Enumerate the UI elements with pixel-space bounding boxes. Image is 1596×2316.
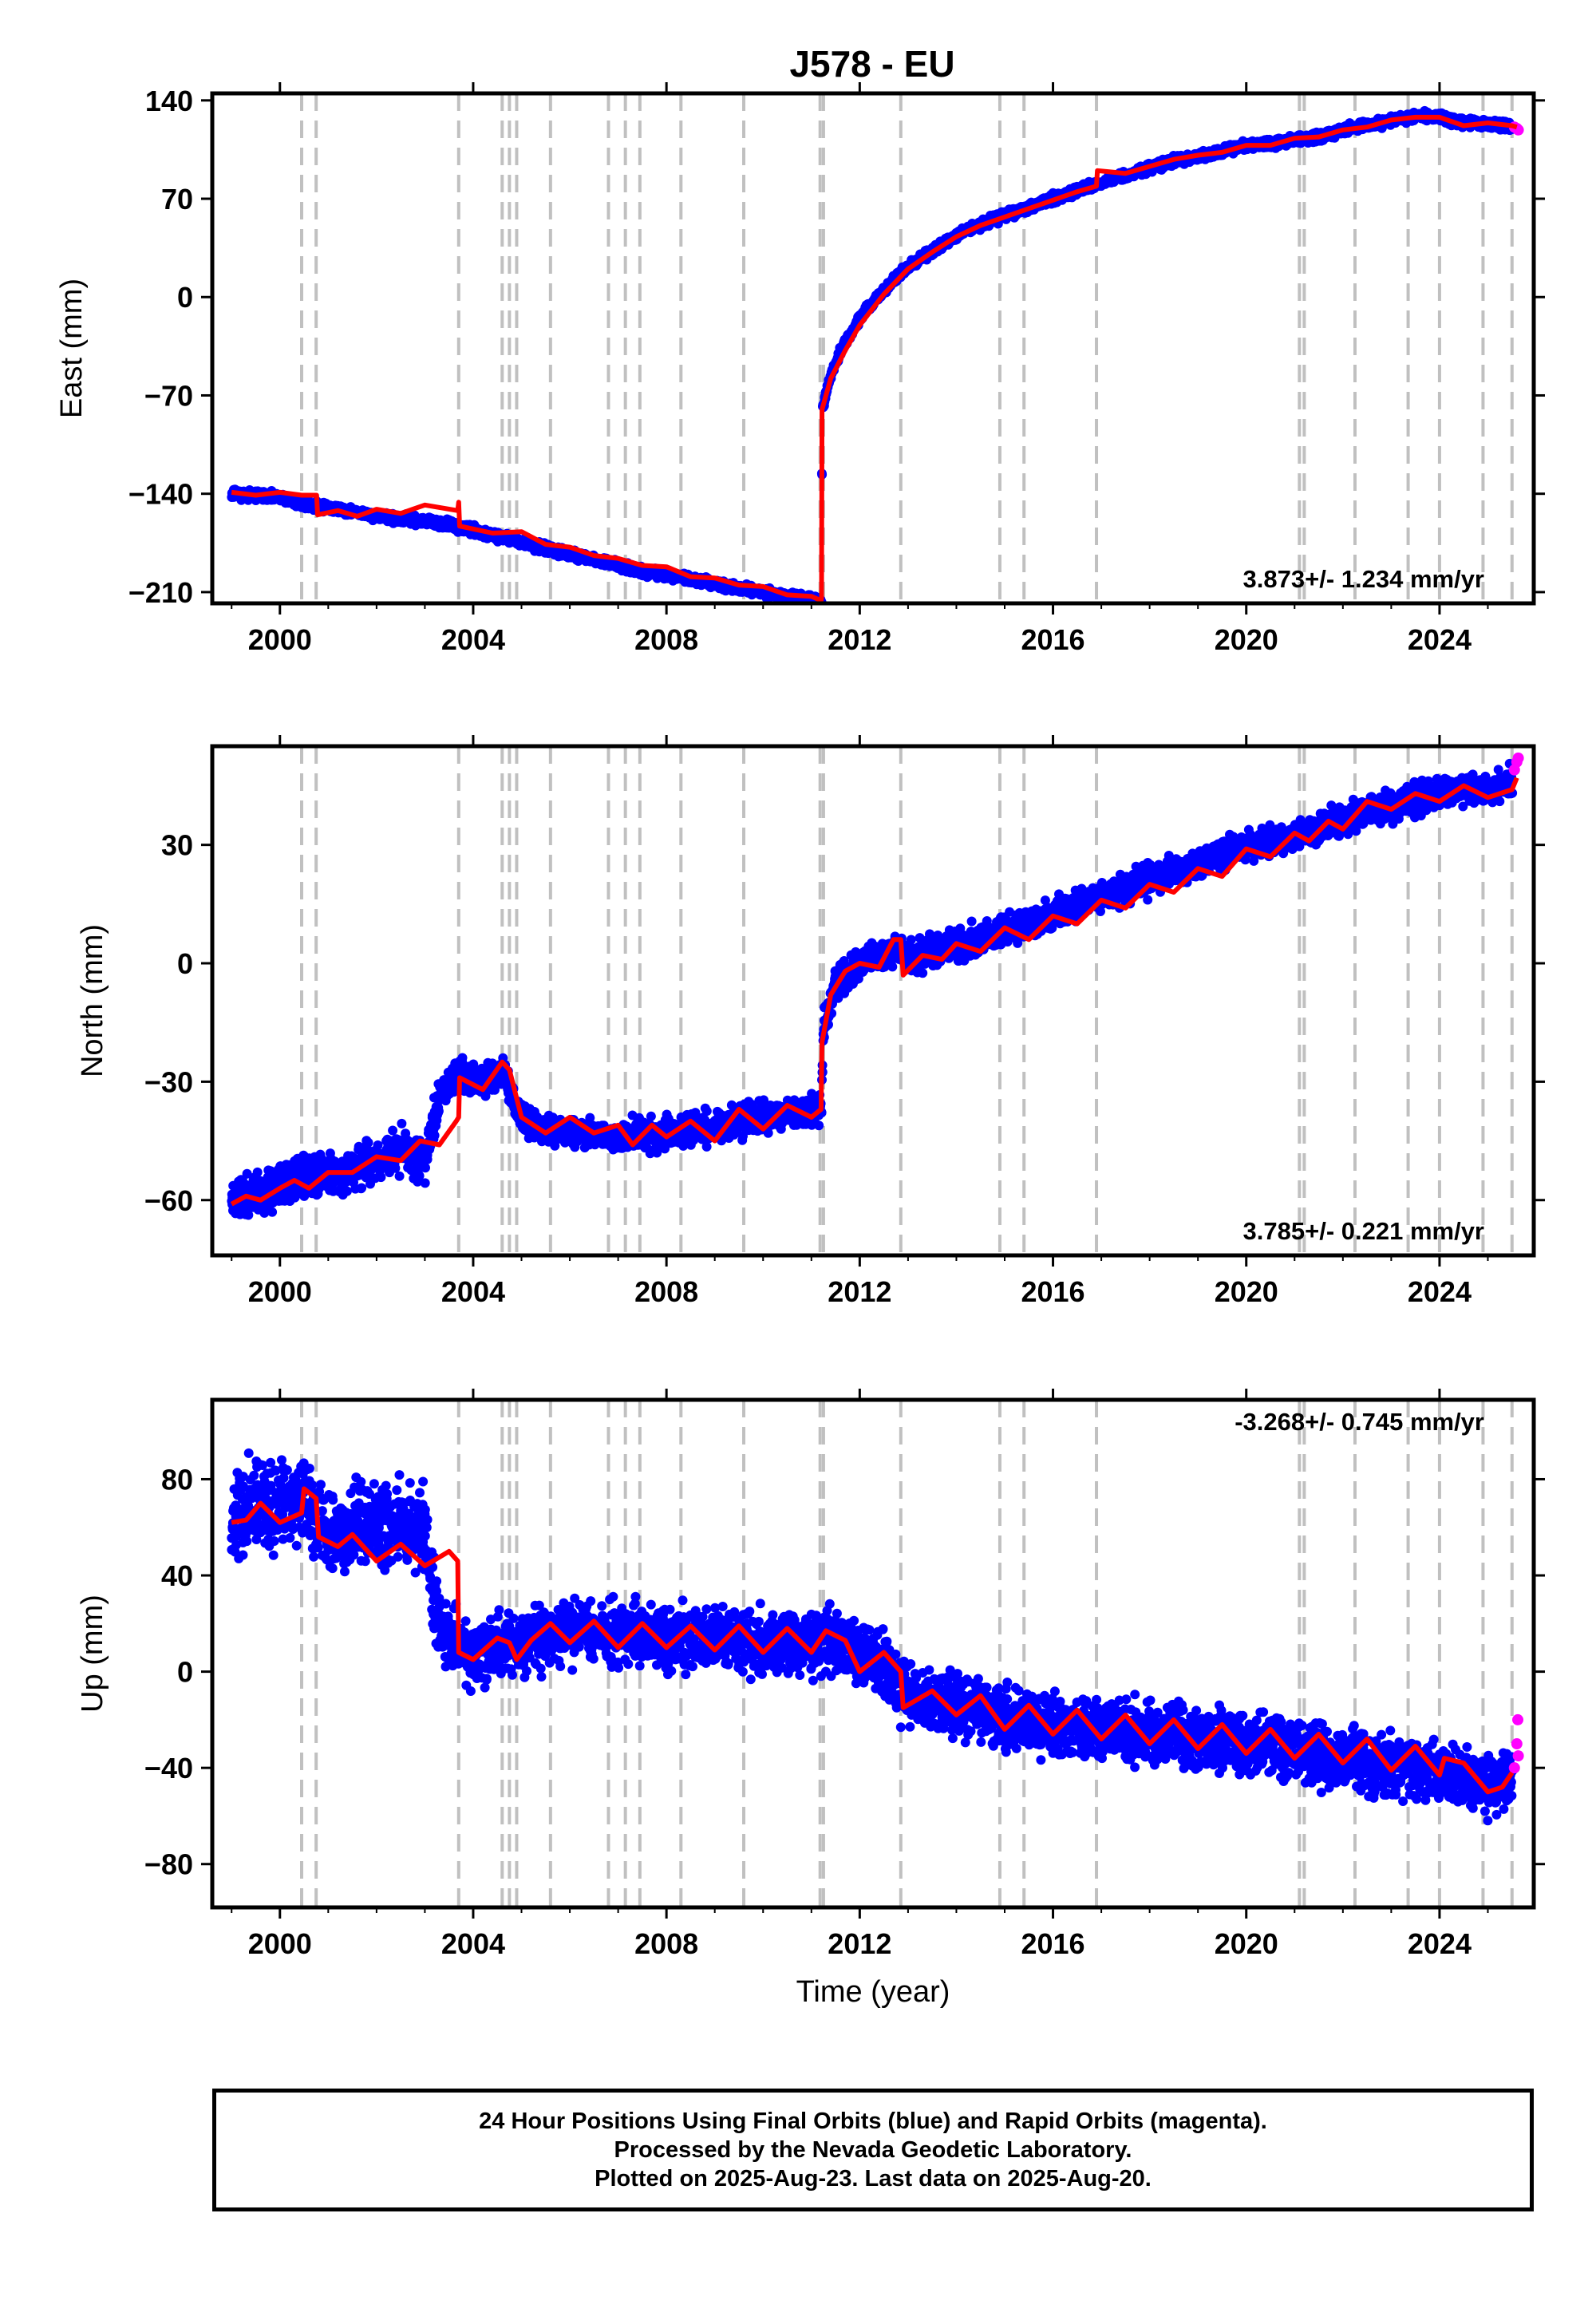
east-panel: 2000 2004 2008 2012 2016 2020 2024 140 70 0 −70 −14… — [55, 82, 1545, 656]
data-point — [267, 1207, 278, 1217]
data-point — [363, 1137, 373, 1148]
data-point — [420, 1178, 430, 1188]
data-point — [252, 1167, 263, 1177]
data-point — [397, 1118, 407, 1128]
y-tick-label: 70 — [161, 183, 193, 215]
x-tick-label: 2012 — [828, 623, 891, 656]
chart-title: J578 - EU — [789, 43, 954, 85]
data-point — [421, 1163, 430, 1173]
x-tick-label: 2020 — [1215, 623, 1278, 656]
data-point — [342, 1186, 352, 1196]
final-orbits-series — [227, 105, 1517, 603]
data-point — [394, 1171, 405, 1181]
data-point — [357, 1183, 367, 1193]
x-tick-label: 2016 — [1021, 623, 1084, 656]
x-tick-label: 2008 — [634, 623, 698, 656]
data-point — [376, 1172, 386, 1183]
plot-area — [227, 752, 1524, 1220]
data-point — [388, 1125, 398, 1136]
x-tick-label: 2004 — [441, 623, 505, 656]
y-tick-label: −140 — [128, 478, 193, 511]
data-point — [429, 1130, 440, 1140]
y-tick-label: −70 — [144, 379, 193, 412]
y-axis-label: East (mm) — [55, 279, 89, 418]
rate-annotation: 3.873+/- 1.234 mm/yr — [1243, 565, 1484, 593]
data-point — [433, 1106, 444, 1117]
y-tick-label: 0 — [177, 281, 193, 314]
y-tick-label: −210 — [128, 576, 193, 609]
y-tick-label: 140 — [145, 85, 193, 117]
data-point — [373, 1140, 383, 1150]
north-panel: 2000 2004 2008 2012 2016 2020 2024300−30−60Nor… — [76, 735, 1545, 1308]
x-tick-label: 2000 — [248, 623, 312, 656]
x-tick-label: 2024 — [1408, 623, 1472, 656]
plot-area — [227, 105, 1524, 603]
